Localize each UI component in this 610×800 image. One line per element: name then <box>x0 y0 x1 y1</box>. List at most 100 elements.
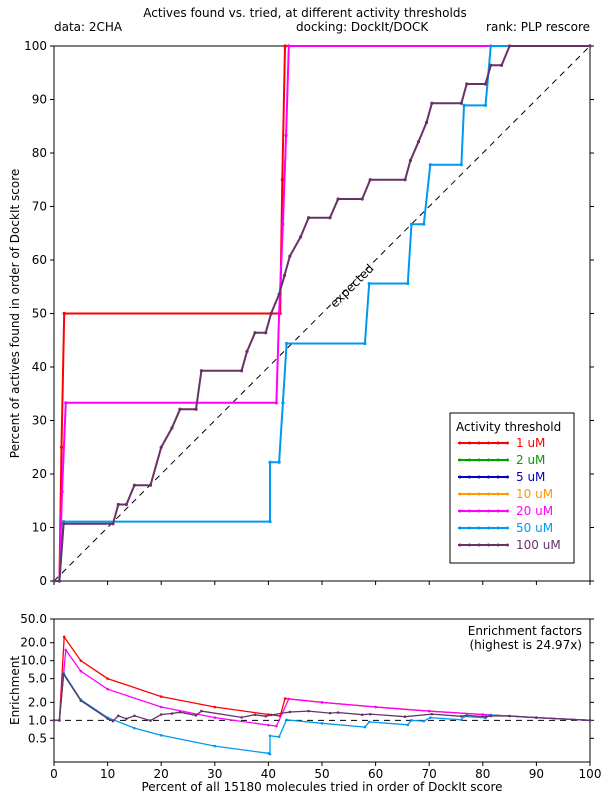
series-point-50-um-17 <box>489 44 493 48</box>
series-line-20-um <box>54 45 590 582</box>
legend-marker-20-um-0 <box>458 509 462 513</box>
enrichment-point-1-um-9 <box>283 697 287 700</box>
enrichment-point-100-um-7 <box>125 717 128 721</box>
legend-marker-50-um-3 <box>487 526 490 530</box>
enrichment-point-50-um-14 <box>363 725 367 729</box>
enrichment-point-20-um-12 <box>427 709 431 713</box>
series-point-100-um-22 <box>307 216 311 220</box>
series-point-100-um-37 <box>508 44 512 48</box>
legend-box <box>449 412 575 564</box>
enrichment-point-100-um-19 <box>288 710 292 714</box>
enrichment-point-100-um-12 <box>178 710 182 714</box>
enrichment-line-20-um <box>54 648 591 727</box>
series-point-100-um-0 <box>52 579 56 583</box>
x-tick-label-20: 20 <box>154 767 169 781</box>
enrichment-point-100-um-3 <box>79 699 83 702</box>
enrichment-annotation-1: (highest is 24.97x) <box>469 638 582 652</box>
legend-marker-2-um-1 <box>468 458 471 462</box>
legend-label-10-um: 10 uM <box>516 487 553 501</box>
enrichment-point-100-um-18 <box>269 713 273 717</box>
enrichment-point-100-um-8 <box>133 714 136 718</box>
enrichment-point-100-um-28 <box>465 714 469 717</box>
y-tick-label-90: 90 <box>32 93 47 107</box>
legend-marker-2-um-4 <box>496 458 500 462</box>
legend-label-100-um: 100 uM <box>516 538 561 552</box>
legend-marker-20-um-5 <box>506 509 509 513</box>
legend-marker-20-um-3 <box>487 509 490 513</box>
enrichment-point-100-um-11 <box>170 712 174 715</box>
series-point-100-um-10 <box>178 407 182 411</box>
legend-marker-1-um-3 <box>487 441 490 445</box>
enrichment-point-50-um-10 <box>268 734 272 738</box>
enrichment-point-50-um-6 <box>159 734 163 737</box>
series-point-20-um-6 <box>281 222 285 226</box>
enrichment-point-50-um-20 <box>460 718 463 722</box>
legend-marker-5-um-3 <box>487 475 490 479</box>
series-point-1-um-6 <box>283 44 287 48</box>
enrichment-point-100-um-16 <box>253 713 257 717</box>
enrichment-point-50-um-18 <box>422 719 426 723</box>
legend-marker-100-um-4 <box>496 543 500 547</box>
legend-marker-10-um-4 <box>496 492 500 496</box>
x-tick-label-100: 100 <box>579 767 602 781</box>
series-point-100-um-29 <box>416 140 421 144</box>
series-point-100-um-18 <box>277 292 281 296</box>
enrichment-point-50-um-17 <box>410 719 413 722</box>
enrichment-point-100-um-20 <box>307 709 310 713</box>
series-point-100-um-8 <box>159 445 163 449</box>
legend-marker-20-um-4 <box>496 509 500 513</box>
enrichment-point-50-um-12 <box>285 718 288 722</box>
series-point-50-um-16 <box>483 103 488 107</box>
series-point-100-um-14 <box>245 349 249 354</box>
legend-marker-100-um-0 <box>458 543 462 547</box>
legend-marker-10-um-1 <box>468 492 471 496</box>
x-tick-label-60: 60 <box>368 767 383 781</box>
enrichment-plot: 50.0 20.0 10.0 5.0 2.0 1.0 0.5 0 10 20 30 40 50 60 70 8… <box>8 612 601 794</box>
enrichment-point-100-um-5 <box>111 719 115 723</box>
series-point-20-um-5 <box>277 311 281 316</box>
legend-marker-100-um-2 <box>477 543 481 547</box>
enrichment-point-20-um-3 <box>79 669 83 673</box>
legend-label-5-um: 5 uM <box>516 470 545 484</box>
series-point-50-um-12 <box>422 222 426 226</box>
enrichment-point-100-um-9 <box>149 719 152 722</box>
y-tick-label-70: 70 <box>32 200 47 214</box>
rank-label: rank: PLP rescore <box>486 20 590 34</box>
enrichment-point-1-um-3 <box>79 659 83 662</box>
figure-title: Actives found vs. tried, at different ac… <box>143 6 467 20</box>
legend-marker-1-um-2 <box>477 441 481 445</box>
series-point-20-um-2 <box>60 490 64 494</box>
x-tick-label-0: 0 <box>50 767 58 781</box>
enrichment-point-100-um-30 <box>489 714 493 718</box>
enrichment-point-100-um-29 <box>484 715 487 718</box>
y-tick-label-0: 0 <box>39 574 47 588</box>
legend-marker-100-um-3 <box>487 543 490 547</box>
y-tick-label-80: 80 <box>32 146 47 160</box>
series-point-100-um-4 <box>116 502 120 507</box>
enrichment-point-50-um-19 <box>428 716 432 719</box>
series-point-50-um-6 <box>281 401 285 405</box>
enrichment-point-100-um-27 <box>460 714 463 718</box>
enrichment-point-50-um-5 <box>133 726 136 730</box>
series-point-100-um-34 <box>483 82 488 86</box>
series-point-100-um-2 <box>62 522 66 526</box>
legend-marker-2-um-0 <box>458 458 462 462</box>
series-point-50-um-8 <box>363 341 367 346</box>
enrichment-point-100-um-25 <box>403 715 407 718</box>
x-tick-label-30: 30 <box>207 767 222 781</box>
enr-y-tick-label-5-0: 5.0 <box>28 672 47 686</box>
enr-y-tick-label-2-0: 2.0 <box>28 695 47 709</box>
series-point-20-um-8 <box>287 44 291 48</box>
enrichment-point-50-um-15 <box>367 720 371 724</box>
series-point-50-um-5 <box>277 460 281 464</box>
enrichment-line-100-um <box>54 672 591 722</box>
enrichment-point-100-um-17 <box>264 714 268 718</box>
legend-marker-1-um-4 <box>496 441 500 445</box>
enrichment-point-100-um-13 <box>194 714 198 717</box>
series-point-1-um-2 <box>59 445 64 449</box>
enrichment-point-100-um-22 <box>336 711 340 714</box>
series-point-20-um-3 <box>64 401 68 405</box>
y-axis-label: Percent of actives found in order of Doc… <box>8 169 22 458</box>
legend-marker-5-um-0 <box>458 475 462 479</box>
